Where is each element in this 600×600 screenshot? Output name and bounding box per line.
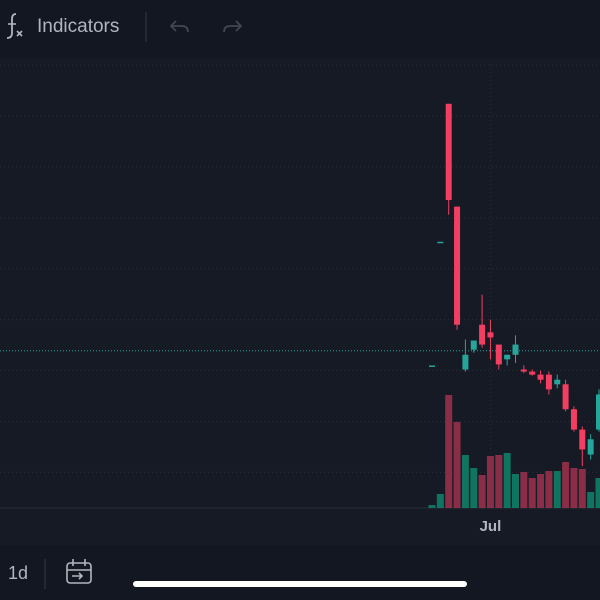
volume-bar <box>520 472 528 508</box>
candle-body <box>504 354 511 360</box>
volume-bar <box>453 422 461 508</box>
volume-bar <box>578 469 586 508</box>
volume-bar <box>537 474 545 508</box>
candle-body <box>545 374 552 390</box>
home-indicator <box>133 581 467 587</box>
interval-button[interactable]: 1d <box>8 563 28 583</box>
volume-bar <box>428 505 436 508</box>
undo-button[interactable] <box>169 20 189 33</box>
volume-bar <box>445 395 453 508</box>
volume-bar <box>436 494 444 508</box>
goto-date-button[interactable] <box>66 559 92 584</box>
volume-bar <box>528 478 536 508</box>
plot <box>0 60 600 509</box>
volume-bar <box>512 474 519 508</box>
volume-bar <box>562 462 570 508</box>
volume-bar <box>545 471 553 508</box>
candle-body <box>520 369 527 372</box>
indicators-label: Indicators <box>37 16 119 37</box>
volume-bar <box>595 478 600 508</box>
volume-bar <box>495 455 503 508</box>
candle-body <box>587 439 594 455</box>
candle-body <box>579 429 586 450</box>
fx-icon-x <box>8 23 23 37</box>
volume-bar <box>587 492 595 508</box>
candle-body <box>454 206 461 325</box>
candle-body <box>437 241 444 244</box>
volume-bar <box>503 453 511 508</box>
candle-body <box>570 409 577 430</box>
volume-bar <box>478 475 486 508</box>
candle-body <box>512 344 519 355</box>
volume-bar <box>570 468 578 508</box>
volume-bar <box>461 455 469 508</box>
bottom-bar <box>0 545 600 600</box>
candle-body <box>495 344 502 365</box>
candle-body <box>537 374 544 380</box>
indicators-button[interactable]: Indicators <box>6 13 119 39</box>
candle-body <box>470 340 477 350</box>
candle-body <box>487 332 494 338</box>
volume-bar <box>486 456 494 508</box>
volume-bar <box>470 468 478 508</box>
candle-body <box>529 371 536 375</box>
x-tick-label: Jul <box>480 518 502 535</box>
volume-bar <box>553 471 561 508</box>
candle-body <box>554 379 561 385</box>
calendar-icon-detail <box>67 559 91 580</box>
redo-button[interactable] <box>223 20 243 33</box>
candle-body <box>429 365 435 367</box>
calendar-icon <box>66 562 92 584</box>
candle-body <box>479 324 486 345</box>
top-bar <box>0 0 600 58</box>
candle-body <box>445 103 452 200</box>
candle-body <box>462 354 469 370</box>
candle-body <box>562 384 569 410</box>
fx-icon <box>6 13 17 39</box>
candle-body <box>596 394 600 430</box>
